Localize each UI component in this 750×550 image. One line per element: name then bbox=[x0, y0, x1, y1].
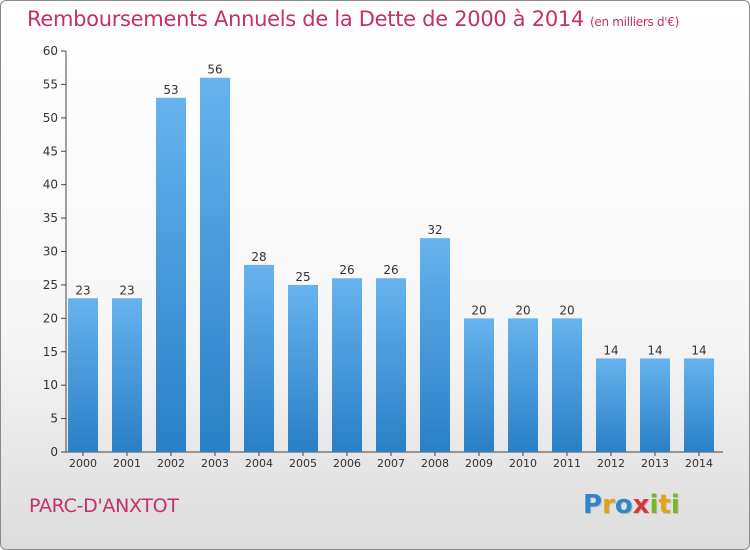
proxiti-logo[interactable]: Proxiti bbox=[583, 490, 680, 520]
bar-value-label: 56 bbox=[207, 63, 222, 77]
y-tick-label: 40 bbox=[43, 178, 58, 192]
y-tick-label: 50 bbox=[43, 111, 58, 125]
chart-title: Remboursements Annuels de la Dette de 20… bbox=[27, 7, 679, 31]
chart-title-text: Remboursements Annuels de la Dette de 20… bbox=[27, 7, 584, 31]
y-tick-label: 60 bbox=[43, 44, 58, 58]
bar bbox=[288, 284, 318, 452]
x-tick-label: 2013 bbox=[641, 457, 669, 470]
bar bbox=[332, 278, 362, 452]
x-tick-label: 2008 bbox=[421, 457, 449, 470]
logo-letter: i bbox=[670, 490, 680, 520]
y-tick-label: 55 bbox=[43, 77, 58, 91]
y-tick-label: 20 bbox=[43, 311, 58, 325]
location-name: PARC-D'ANXTOT bbox=[29, 495, 179, 517]
x-tick-label: 2011 bbox=[553, 457, 581, 470]
x-tick-label: 2002 bbox=[157, 457, 185, 470]
x-tick-label: 2009 bbox=[465, 457, 493, 470]
x-tick-label: 2006 bbox=[333, 457, 361, 470]
bar bbox=[508, 318, 538, 452]
logo-letter: x bbox=[632, 490, 650, 520]
bar-value-label: 32 bbox=[427, 223, 442, 237]
bar-value-label: 26 bbox=[339, 263, 354, 277]
y-tick-label: 35 bbox=[43, 211, 58, 225]
bar bbox=[200, 77, 230, 452]
bar-value-label: 14 bbox=[691, 343, 706, 357]
x-tick-label: 2000 bbox=[69, 457, 97, 470]
chart-subtitle: (en milliers d'€) bbox=[590, 15, 680, 29]
logo-letter: o bbox=[614, 490, 633, 520]
bar bbox=[244, 264, 274, 452]
x-tick-label: 2005 bbox=[289, 457, 317, 470]
bar-value-label: 26 bbox=[383, 263, 398, 277]
x-tick-label: 2003 bbox=[201, 457, 229, 470]
logo-letter: i bbox=[649, 490, 659, 520]
x-tick-label: 2001 bbox=[113, 457, 141, 470]
x-tick-label: 2014 bbox=[685, 457, 713, 470]
bar bbox=[596, 358, 626, 452]
bar-value-label: 53 bbox=[163, 83, 178, 97]
bar bbox=[464, 318, 494, 452]
x-tick-label: 2010 bbox=[509, 457, 537, 470]
y-tick-label: 15 bbox=[43, 345, 58, 359]
bar-value-label: 28 bbox=[251, 250, 266, 264]
bar-value-label: 20 bbox=[559, 303, 574, 317]
bar bbox=[156, 97, 186, 453]
y-tick-label: 25 bbox=[43, 278, 58, 292]
bar-value-label: 25 bbox=[295, 270, 310, 284]
y-tick-label: 0 bbox=[50, 445, 58, 459]
bar-value-label: 20 bbox=[471, 303, 486, 317]
x-tick-label: 2012 bbox=[597, 457, 625, 470]
bar-value-label: 14 bbox=[647, 343, 662, 357]
bar-value-label: 23 bbox=[119, 283, 134, 297]
x-tick-label: 2007 bbox=[377, 457, 405, 470]
y-tick-label: 10 bbox=[43, 378, 58, 392]
logo-letter: P bbox=[583, 490, 603, 520]
x-tick-label: 2004 bbox=[245, 457, 273, 470]
bar bbox=[552, 318, 582, 452]
logo-letter: t bbox=[658, 490, 671, 520]
bar-value-label: 23 bbox=[75, 283, 90, 297]
bar bbox=[640, 358, 670, 452]
y-tick-label: 5 bbox=[50, 412, 58, 426]
bar bbox=[376, 278, 406, 452]
y-tick-label: 30 bbox=[43, 245, 58, 259]
logo-letter: r bbox=[602, 490, 615, 520]
bar-value-label: 14 bbox=[603, 343, 618, 357]
bar bbox=[112, 298, 142, 452]
bar bbox=[684, 358, 714, 452]
bar-value-label: 20 bbox=[515, 303, 530, 317]
bar bbox=[420, 238, 450, 452]
bar bbox=[68, 298, 98, 452]
y-tick-label: 45 bbox=[43, 144, 58, 158]
